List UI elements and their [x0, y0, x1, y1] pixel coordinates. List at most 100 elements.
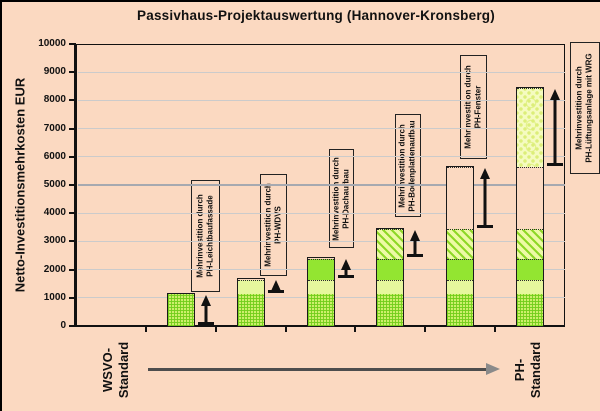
y-tick-3000	[69, 240, 76, 243]
bar-segment	[447, 167, 474, 230]
bar-segment	[517, 294, 544, 327]
y-tick-label: 9000	[43, 66, 66, 78]
x-tick	[354, 326, 357, 332]
annotation-line2: PH-Lüftungsanlage mit WRG	[585, 53, 594, 163]
y-tick-label: 5000	[43, 179, 66, 190]
annotation-line2: PH-Dachaufbau	[341, 168, 351, 229]
y-tick-2000	[69, 268, 76, 271]
increment-arrow-base	[477, 224, 494, 228]
gridline-6000	[77, 156, 565, 158]
increment-arrow-head	[410, 229, 421, 241]
x-label-wsvo-line1: WSVO-	[99, 347, 115, 393]
increment-arrow	[337, 259, 355, 279]
x-label-ph-standard: PH- Standard	[504, 328, 552, 411]
x-label-ph-line1: PH-	[511, 358, 527, 382]
stacked-bar	[306, 257, 335, 328]
annotation-line1: Mehrinvestition durch	[331, 156, 341, 241]
gridline-5000	[77, 184, 565, 186]
bar-segment	[517, 279, 544, 295]
y-tick-label: 4000	[43, 207, 66, 219]
increment-arrow	[546, 88, 564, 166]
progression-arrow-shaft	[148, 368, 487, 371]
x-tick	[214, 326, 217, 332]
bar-segment	[377, 279, 404, 295]
bar-segment	[517, 88, 544, 168]
gridline-9000	[77, 71, 565, 73]
annotation-line1: Mehrinvestition durch	[195, 194, 205, 278]
x-tick	[284, 326, 287, 332]
y-tick-label: 1000	[43, 291, 66, 303]
stacked-bar	[236, 278, 265, 328]
increment-arrow-shaft	[553, 96, 557, 164]
x-label-wsvo-line2: Standard	[116, 341, 131, 399]
bar-segment	[307, 279, 334, 295]
increment-arrow-shaft	[483, 175, 487, 226]
y-tick-label: 3000	[43, 235, 66, 247]
gridline-7000	[77, 128, 565, 130]
y-tick-label: 6000	[43, 150, 66, 162]
annotation-ph-fenster: Mehrinvestition durch PH-Fenster	[460, 55, 487, 159]
y-tick-label: 0	[60, 320, 66, 331]
y-tick-8000	[69, 99, 76, 102]
bar-segment	[447, 294, 474, 327]
y-tick-6000	[69, 155, 76, 158]
increment-arrow-base	[547, 162, 564, 166]
increment-arrow-base	[337, 275, 354, 279]
x-tick	[144, 326, 147, 332]
bar-segment	[447, 279, 474, 295]
increment-arrow-head	[340, 259, 351, 271]
annotation-line2: PH-Leichtbaufassade	[205, 195, 215, 277]
annotation-line2: PH-Bodenplattenaufbau	[408, 119, 417, 212]
x-tick	[424, 326, 427, 332]
y-tick-4000	[69, 212, 76, 215]
bar-segment	[377, 258, 404, 280]
annotation-line2: PH-WDVS	[273, 206, 283, 244]
annotation-ph-dachaufbau: Mehrinvestition durch PH-Dachaufbau	[329, 149, 354, 248]
progression-arrow-head-icon	[486, 363, 500, 375]
gridline-8000	[77, 99, 565, 101]
bar-segment	[167, 294, 194, 327]
increment-arrow-head	[200, 294, 211, 306]
x-label-ph-line2: Standard	[528, 341, 543, 399]
bar-segment	[237, 279, 264, 295]
y-tick-label: 10000	[38, 38, 66, 49]
annotation-line1: Mehrinvestition durch	[397, 123, 407, 208]
y-tick-1000	[69, 296, 76, 299]
stacked-bar	[446, 165, 475, 328]
increment-arrow	[197, 294, 215, 325]
annotation-ph-bodenplattenaufbau: Mehrinvestition durch PH-Bodenplattenauf…	[395, 114, 421, 217]
increment-arrow	[406, 229, 424, 258]
increment-arrow-shaft	[274, 288, 278, 291]
x-tick	[494, 326, 497, 332]
progression-arrow	[148, 363, 500, 376]
bar-segment	[517, 258, 544, 280]
increment-arrow	[267, 280, 285, 293]
y-tick-label: 8000	[43, 94, 66, 106]
annotation-ph-lueftungsanlage: Mehrinvestition durch PH-Lüftungsanlage …	[570, 42, 600, 174]
y-tick-5000	[69, 184, 76, 186]
chart-title: Passivhaus-Projektauswertung (Hannover-K…	[137, 8, 495, 23]
increment-arrow-base	[407, 254, 424, 258]
y-tick-label: 7000	[43, 122, 66, 134]
gridline-4000	[77, 212, 565, 214]
y-tick-9000	[69, 71, 76, 74]
increment-arrow-head	[270, 280, 281, 292]
increment-arrow	[476, 167, 494, 228]
increment-arrow-shaft	[204, 302, 208, 323]
y-tick-label: 2000	[43, 263, 66, 275]
annotation-line1: Mehrinvestition durch	[463, 65, 473, 149]
increment-arrow-base	[267, 289, 284, 293]
increment-arrow-head	[480, 167, 491, 179]
bar-segment	[447, 258, 474, 280]
bar-segment	[517, 229, 544, 259]
annotation-line1: Mehrinvestition durch	[574, 66, 584, 150]
stacked-bar	[516, 86, 545, 328]
y-tick-7000	[69, 127, 76, 130]
gridline-3000	[77, 240, 565, 242]
bar-segment	[237, 294, 264, 327]
stacked-bar	[376, 227, 405, 328]
annotation-line2: PH-Fenster	[473, 85, 483, 129]
bar-segment	[517, 167, 544, 230]
increment-arrow-base	[197, 321, 214, 325]
